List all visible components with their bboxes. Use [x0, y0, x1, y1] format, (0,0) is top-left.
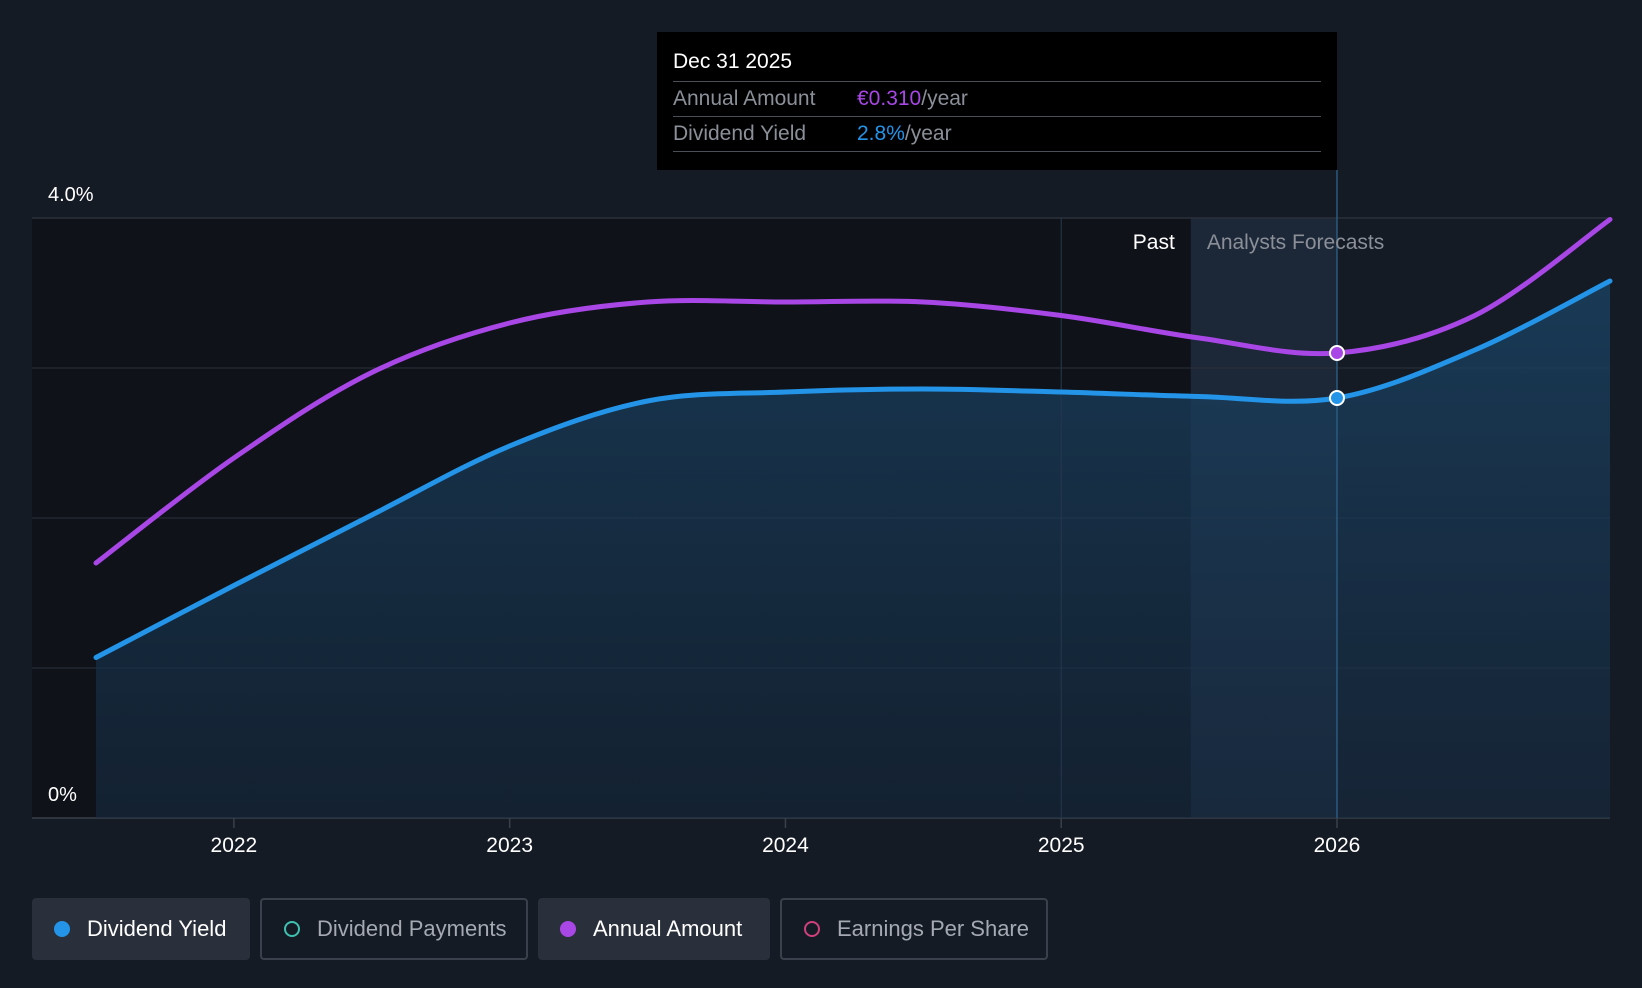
- tooltip: Dec 31 2025 Annual Amount €0.310/year Div…: [657, 32, 1337, 170]
- past-label: Past: [1133, 231, 1175, 254]
- tooltip-value: 2.8%: [857, 122, 905, 145]
- x-tick-label: 2023: [486, 834, 533, 857]
- tooltip-row-annual-amount: Annual Amount €0.310/year: [673, 82, 1321, 117]
- legend-dot-icon: [804, 921, 820, 937]
- legend-dot-icon: [560, 921, 576, 937]
- legend-label: Dividend Yield: [87, 916, 227, 941]
- x-tick-label: 2026: [1314, 834, 1361, 857]
- legend-dot-icon: [284, 921, 300, 937]
- y-tick-label: 0%: [48, 784, 77, 806]
- annual-amount-line: [93, 217, 1613, 566]
- x-tick-label: 2025: [1038, 834, 1085, 857]
- tooltip-label: Annual Amount: [673, 87, 816, 110]
- y-tick-label: 4.0%: [48, 184, 94, 206]
- tooltip-unit: /year: [904, 122, 952, 145]
- legend-dividend-payments[interactable]: Dividend Payments: [260, 898, 528, 960]
- legend-earnings-per-share[interactable]: Earnings Per Share: [780, 898, 1048, 960]
- tooltip-unit: /year: [921, 87, 968, 110]
- x-tick-label: 2024: [762, 834, 809, 857]
- x-tick-label: 2022: [211, 834, 258, 857]
- dividend-yield-area: [96, 281, 1610, 818]
- tooltip-value: €0.310: [857, 87, 922, 110]
- legend-label: Annual Amount: [593, 916, 743, 941]
- tooltip-label: Dividend Yield: [673, 122, 807, 145]
- legend-dot-icon: [54, 921, 70, 937]
- legend-dividend-yield[interactable]: Dividend Yield: [32, 898, 250, 960]
- dividend-yield-marker: [1328, 390, 1345, 406]
- forecast-label: Analysts Forecasts: [1207, 231, 1384, 254]
- legend-annual-amount[interactable]: Annual Amount: [538, 898, 770, 960]
- dividend-yield-line: [93, 278, 1613, 660]
- legend-label: Dividend Payments: [317, 916, 507, 941]
- annual-amount-marker: [1328, 345, 1345, 361]
- tooltip-row-dividend-yield: Dividend Yield 2.8%/year: [673, 117, 1321, 152]
- legend-label: Earnings Per Share: [837, 916, 1029, 941]
- tooltip-date: Dec 31 2025: [673, 47, 1321, 82]
